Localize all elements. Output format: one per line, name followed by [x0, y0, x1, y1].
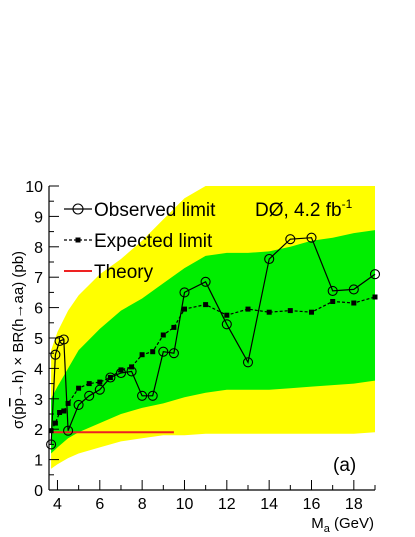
observed-limit-point: [137, 390, 148, 401]
y-tick-label: 8: [34, 240, 43, 257]
expected-limit-point: [372, 294, 378, 300]
legend: Observed limit Expected limit Theory: [64, 200, 216, 283]
y-tick-label: 9: [34, 209, 43, 226]
limit-curves: [46, 232, 381, 450]
expected-limit-point: [86, 381, 92, 387]
expected-limit-point: [61, 408, 67, 414]
observed-limit-point: [158, 346, 169, 357]
observed-limit-point: [115, 367, 127, 379]
experiment-label: DØ, 4.2 fb-1: [255, 197, 353, 221]
x-tick-label: 10: [176, 496, 194, 513]
expected-limit-point: [160, 332, 166, 338]
expected-limit-point: [330, 299, 336, 304]
expected-limit-point: [309, 309, 314, 315]
x-tick-label: 18: [345, 496, 363, 513]
y-tick-label: 10: [25, 179, 43, 196]
experiment-label-superscript: -1: [342, 197, 353, 211]
legend-expected-marker: [75, 237, 81, 243]
expected-limit-point: [139, 352, 145, 358]
legend-theory-label: Theory: [94, 262, 154, 283]
experiment-label-main: DØ, 4.2 fb: [255, 200, 342, 221]
observed-limit-point: [327, 285, 338, 296]
observed-limit-line: [50, 237, 376, 445]
expected-limit-point: [287, 308, 293, 314]
x-axis-ticks: 4 6 8 10 12 14 16 18: [53, 480, 376, 513]
expected-limit-point: [118, 367, 124, 373]
y-axis-title: σ(pp→h) × BR(h→aa) (pb): [10, 251, 27, 429]
observed-limit-point: [105, 372, 116, 383]
expected-limit-point: [48, 428, 54, 434]
x-tick-label: 14: [260, 496, 278, 513]
expected-limit-point: [182, 306, 187, 312]
expected-limit-point: [224, 312, 230, 318]
observed-limit-point: [46, 439, 57, 450]
observed-limit-point: [147, 390, 158, 401]
observed-limit-point: [221, 319, 232, 330]
observed-limit-point: [348, 284, 359, 295]
expected-limit-point: [351, 300, 357, 306]
observed-limit-point: [369, 269, 381, 280]
legend-observed-marker: [72, 203, 84, 215]
band-1sigma: [51, 230, 375, 454]
observed-limit-point: [242, 357, 254, 368]
observed-limit-point: [200, 276, 211, 287]
observed-limit-point: [94, 384, 105, 395]
y-tick-label: 2: [34, 422, 43, 439]
expected-limit-point: [52, 420, 58, 426]
y-tick-label: 7: [34, 270, 43, 287]
x-tick-label: 6: [95, 496, 104, 513]
uncertainty-bands: [51, 186, 375, 469]
observed-limit-point: [84, 390, 95, 401]
observed-limit-point: [306, 232, 317, 243]
observed-limit-point: [285, 234, 296, 245]
legend-expected-label: Expected limit: [94, 231, 213, 252]
observed-limit-point: [73, 399, 84, 410]
expected-limit-point: [97, 379, 103, 385]
observed-limit-point: [63, 425, 74, 436]
observed-limit-point: [126, 366, 137, 377]
expected-limit-point: [203, 302, 209, 308]
observed-limit-point: [168, 348, 179, 359]
observed-limit-point: [179, 287, 190, 298]
expected-limit-point: [266, 309, 272, 315]
legend-observed-label: Observed limit: [94, 200, 216, 221]
expected-limit-point: [57, 410, 63, 415]
y-tick-label: 5: [34, 331, 43, 348]
observed-limit-point: [50, 349, 61, 360]
expected-limit-point: [245, 306, 251, 312]
observed-limit-point: [264, 253, 275, 265]
x-tick-label: 16: [303, 496, 321, 513]
x-tick-label: 4: [53, 496, 62, 513]
x-tick-label: 8: [138, 496, 147, 513]
y-tick-label: 3: [34, 392, 43, 409]
expected-limit-point: [171, 324, 177, 330]
y-tick-label: 0: [34, 483, 43, 500]
expected-limit-point: [76, 385, 82, 391]
x-axis-title: Ma (GeV): [311, 515, 374, 535]
y-tick-label: 4: [34, 361, 43, 378]
expected-limit-point: [65, 400, 71, 406]
observed-limit-point: [58, 334, 69, 345]
y-tick-label: 6: [34, 301, 43, 318]
observed-limit-point: [54, 335, 65, 347]
y-axis-ticks: 0 1 2 3 4 5 6 7 8 9 10: [25, 179, 59, 500]
x-tick-label: 12: [218, 496, 236, 513]
panel-label: (a): [333, 455, 356, 476]
y-tick-label: 1: [34, 453, 43, 470]
expected-limit-point: [150, 349, 156, 355]
